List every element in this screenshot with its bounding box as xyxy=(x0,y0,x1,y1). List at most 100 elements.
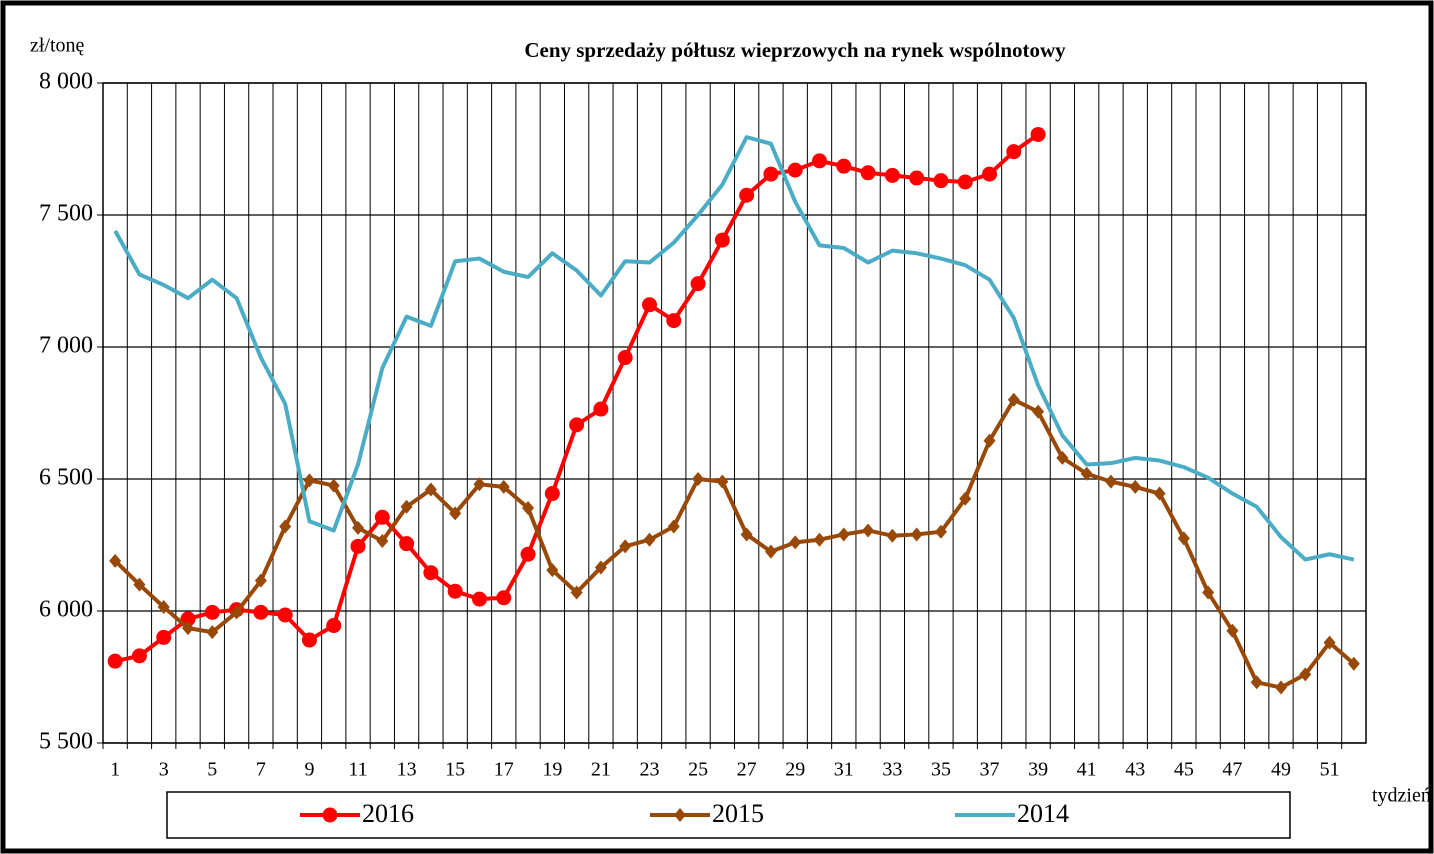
series-line xyxy=(113,397,1356,690)
x-tick-label: 33 xyxy=(882,759,902,781)
legend-label: 2015 xyxy=(712,799,764,828)
x-tick-label: 29 xyxy=(785,759,805,781)
point-marker xyxy=(1080,466,1093,481)
point-marker xyxy=(131,648,147,664)
point-marker xyxy=(204,604,220,620)
point-marker xyxy=(982,166,998,182)
x-tick-label: 1 xyxy=(110,759,120,781)
x-tick-label: 13 xyxy=(397,759,417,781)
point-marker xyxy=(763,166,779,182)
point-marker xyxy=(740,527,753,542)
point-marker xyxy=(424,482,437,497)
point-marker xyxy=(692,472,705,486)
x-tick-label: 23 xyxy=(639,759,659,781)
point-marker xyxy=(473,477,486,492)
point-marker xyxy=(254,573,267,588)
point-marker xyxy=(376,534,389,549)
x-tick-label: 27 xyxy=(737,759,757,781)
point-marker xyxy=(787,162,803,178)
point-marker xyxy=(182,621,195,636)
x-tick-label: 47 xyxy=(1222,759,1242,781)
series-line xyxy=(113,135,1355,562)
point-marker xyxy=(546,563,559,578)
point-marker xyxy=(157,600,170,615)
point-marker xyxy=(860,165,876,181)
point-marker xyxy=(764,544,777,559)
point-marker xyxy=(643,532,656,547)
point-marker xyxy=(641,297,657,313)
point-marker xyxy=(667,519,680,534)
point-marker xyxy=(569,417,585,433)
point-marker xyxy=(1104,474,1117,489)
point-marker xyxy=(471,591,487,607)
point-marker xyxy=(449,506,462,521)
point-marker xyxy=(812,153,828,169)
x-tick-label: 43 xyxy=(1125,759,1145,781)
x-axis-label: tydzień xyxy=(1372,785,1431,807)
point-marker xyxy=(619,539,632,554)
point-marker xyxy=(714,232,730,248)
point-marker xyxy=(1250,675,1263,690)
point-marker xyxy=(1177,531,1190,546)
point-marker xyxy=(933,173,949,189)
y-tick-label: 5 500 xyxy=(39,729,93,755)
point-marker xyxy=(303,473,316,488)
x-tick-label: 19 xyxy=(542,759,562,781)
point-marker xyxy=(934,524,947,539)
point-marker xyxy=(326,618,342,634)
point-marker xyxy=(594,560,607,575)
point-marker xyxy=(374,509,390,525)
point-marker xyxy=(1226,623,1239,638)
x-tick-label: 21 xyxy=(591,759,611,781)
point-marker xyxy=(1347,656,1360,671)
x-tick-label: 7 xyxy=(256,759,266,781)
point-marker xyxy=(230,605,243,620)
point-marker xyxy=(352,520,365,535)
y-axis-label: zł/tonę xyxy=(30,35,85,57)
x-tick-label: 37 xyxy=(980,759,1000,781)
point-marker xyxy=(423,565,439,581)
x-tick-label: 5 xyxy=(207,759,217,781)
point-marker xyxy=(400,499,413,514)
x-tick-label: 39 xyxy=(1028,759,1048,781)
point-marker xyxy=(277,607,293,623)
point-marker xyxy=(884,167,900,183)
point-marker xyxy=(593,401,609,417)
x-tick-label: 17 xyxy=(494,759,514,781)
point-marker xyxy=(279,519,292,534)
point-marker xyxy=(959,491,972,506)
x-tick-label: 41 xyxy=(1077,759,1097,781)
point-marker xyxy=(107,653,123,669)
point-marker xyxy=(983,433,996,448)
x-tick-label: 51 xyxy=(1320,759,1340,781)
point-marker xyxy=(1299,667,1312,682)
point-marker xyxy=(1056,450,1069,465)
x-tick-label: 49 xyxy=(1271,759,1291,781)
y-tick-label: 6 500 xyxy=(39,465,93,491)
point-marker xyxy=(496,590,512,606)
point-marker xyxy=(1129,479,1142,494)
point-marker xyxy=(836,158,852,174)
point-marker xyxy=(1006,144,1022,160)
point-marker xyxy=(957,174,973,190)
point-marker xyxy=(156,629,172,645)
y-tick-label: 6 000 xyxy=(39,597,93,623)
point-marker xyxy=(837,527,850,542)
x-tick-label: 31 xyxy=(834,759,854,781)
point-marker xyxy=(253,604,269,620)
point-marker xyxy=(739,187,755,203)
y-tick-label: 7 000 xyxy=(39,333,93,359)
x-tick-label: 35 xyxy=(931,759,951,781)
legend-label: 2014 xyxy=(1017,799,1069,828)
legend-marker xyxy=(674,808,686,822)
point-marker xyxy=(813,532,826,547)
point-marker xyxy=(109,553,122,568)
point-marker xyxy=(789,535,802,550)
point-marker xyxy=(909,170,925,186)
x-tick-label: 45 xyxy=(1174,759,1194,781)
point-marker xyxy=(862,523,875,538)
point-marker xyxy=(350,538,366,554)
point-marker xyxy=(327,478,340,493)
